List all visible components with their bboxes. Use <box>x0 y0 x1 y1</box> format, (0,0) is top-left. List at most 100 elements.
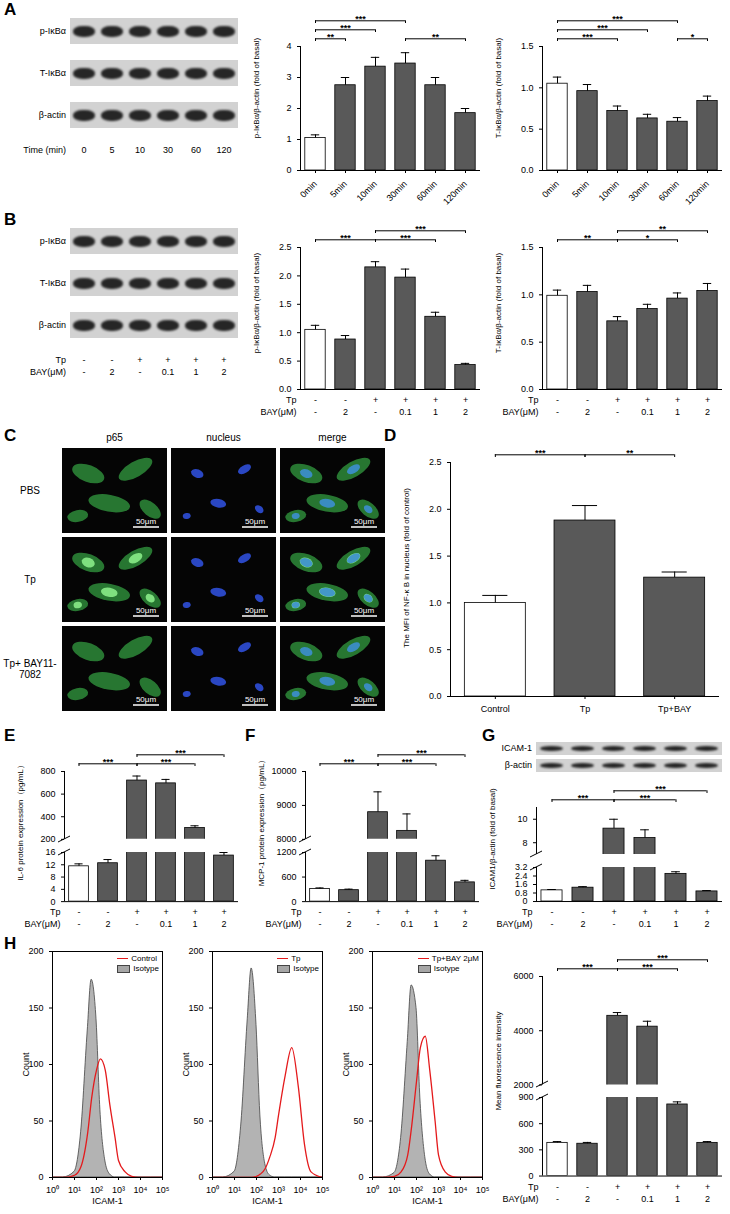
svg-text:600: 600 <box>519 1119 534 1129</box>
svg-text:10¹: 10¹ <box>68 1185 81 1195</box>
svg-text:0.1: 0.1 <box>639 919 652 929</box>
svg-text:***: *** <box>612 14 623 24</box>
svg-text:3.2: 3.2 <box>515 862 528 872</box>
svg-text:0.5: 0.5 <box>521 337 534 347</box>
svg-text:150: 150 <box>188 1003 203 1013</box>
svg-text:-: - <box>319 919 322 929</box>
svg-text:**: ** <box>432 32 440 42</box>
svg-text:1200: 1200 <box>277 847 297 857</box>
svg-text:1: 1 <box>433 407 438 417</box>
svg-text:***: *** <box>642 962 653 972</box>
svg-text:+: + <box>615 395 620 405</box>
svg-text:+: + <box>192 907 197 917</box>
svg-text:-: - <box>314 407 317 417</box>
svg-text:-: - <box>78 907 81 917</box>
svg-text:900: 900 <box>519 1093 534 1103</box>
svg-text:30min: 30min <box>385 179 409 203</box>
svg-text:Tp: Tp <box>528 1182 539 1192</box>
svg-text:10⁴: 10⁴ <box>454 1185 468 1195</box>
svg-text:50μm: 50μm <box>136 695 157 704</box>
svg-text:***: *** <box>344 757 355 767</box>
svg-text:4: 4 <box>286 41 291 51</box>
svg-text:150: 150 <box>348 1003 363 1013</box>
svg-text:-: - <box>616 407 619 417</box>
svg-text:+: + <box>433 907 438 917</box>
svg-text:+: + <box>221 907 226 917</box>
svg-text:50μm: 50μm <box>354 517 375 526</box>
svg-text:10⁴: 10⁴ <box>294 1185 308 1195</box>
svg-text:1: 1 <box>675 1194 680 1204</box>
svg-text:1.0: 1.0 <box>429 598 442 608</box>
svg-text:***: *** <box>355 14 366 24</box>
svg-text:2: 2 <box>580 919 585 929</box>
svg-text:1.5: 1.5 <box>279 299 292 309</box>
svg-text:+: + <box>134 907 139 917</box>
svg-text:10min: 10min <box>355 179 379 203</box>
svg-text:0: 0 <box>286 165 291 175</box>
svg-text:200: 200 <box>28 946 43 956</box>
svg-text:0: 0 <box>198 1172 203 1182</box>
svg-text:-: - <box>586 395 589 405</box>
svg-text:-: - <box>348 907 351 917</box>
svg-text:***: *** <box>340 233 351 243</box>
svg-text:Tp: Tp <box>291 907 302 917</box>
svg-text:10⁰: 10⁰ <box>206 1185 219 1195</box>
svg-text:Tp: Tp <box>580 704 591 714</box>
svg-text:***: *** <box>416 748 427 758</box>
svg-text:**: ** <box>659 224 667 234</box>
svg-text:10²: 10² <box>410 1185 423 1195</box>
svg-text:+: + <box>375 907 380 917</box>
svg-text:0.5: 0.5 <box>429 645 442 655</box>
svg-text:***: *** <box>640 793 651 803</box>
svg-text:50: 50 <box>353 1116 363 1126</box>
svg-text:-: - <box>107 907 110 917</box>
svg-text:10²: 10² <box>250 1185 263 1195</box>
svg-text:5min: 5min <box>328 179 349 200</box>
svg-text:0.1: 0.1 <box>641 407 654 417</box>
svg-text:Tp: Tp <box>50 907 61 917</box>
svg-text:***: *** <box>655 784 666 794</box>
svg-text:8000: 8000 <box>277 834 297 844</box>
svg-text:4000: 4000 <box>514 1026 534 1036</box>
svg-text:+: + <box>163 907 168 917</box>
svg-text:Control: Control <box>481 704 510 714</box>
svg-text:1: 1 <box>675 407 680 417</box>
svg-text:-: - <box>314 395 317 405</box>
svg-text:2: 2 <box>585 1194 590 1204</box>
svg-text:BAY(μM): BAY(μM) <box>502 407 538 417</box>
svg-text:10³: 10³ <box>432 1185 445 1195</box>
svg-text:2: 2 <box>343 407 348 417</box>
svg-text:1.0: 1.0 <box>521 83 534 93</box>
svg-text:-: - <box>582 907 585 917</box>
svg-text:16: 16 <box>46 847 56 857</box>
svg-text:BAY(μM): BAY(μM) <box>502 1194 538 1204</box>
svg-text:Tp+BAY: Tp+BAY <box>658 704 691 714</box>
svg-text:4: 4 <box>51 884 56 894</box>
svg-text:-: - <box>374 407 377 417</box>
svg-text:1.5: 1.5 <box>521 242 534 252</box>
svg-text:-: - <box>586 1182 589 1192</box>
svg-text:-: - <box>613 919 616 929</box>
svg-text:-: - <box>556 1194 559 1204</box>
svg-text:2: 2 <box>221 919 226 929</box>
svg-text:3: 3 <box>286 72 291 82</box>
svg-text:2: 2 <box>585 407 590 417</box>
svg-text:+: + <box>705 395 710 405</box>
svg-text:Count: Count <box>21 1052 31 1077</box>
svg-text:-: - <box>344 395 347 405</box>
svg-text:***: *** <box>340 23 351 33</box>
svg-text:2: 2 <box>704 919 709 929</box>
svg-text:+: + <box>673 907 678 917</box>
svg-text:200: 200 <box>41 834 56 844</box>
svg-text:2.5: 2.5 <box>429 457 442 467</box>
svg-text:Count: Count <box>181 1052 191 1077</box>
svg-text:0.0: 0.0 <box>279 384 292 394</box>
svg-text:+: + <box>675 395 680 405</box>
svg-text:-: - <box>551 907 554 917</box>
svg-text:10⁵: 10⁵ <box>316 1185 330 1195</box>
svg-text:50μm: 50μm <box>354 606 375 615</box>
svg-text:0: 0 <box>51 896 56 906</box>
svg-text:5min: 5min <box>570 179 591 200</box>
svg-text:8: 8 <box>51 872 56 882</box>
svg-text:0.5: 0.5 <box>521 124 534 134</box>
